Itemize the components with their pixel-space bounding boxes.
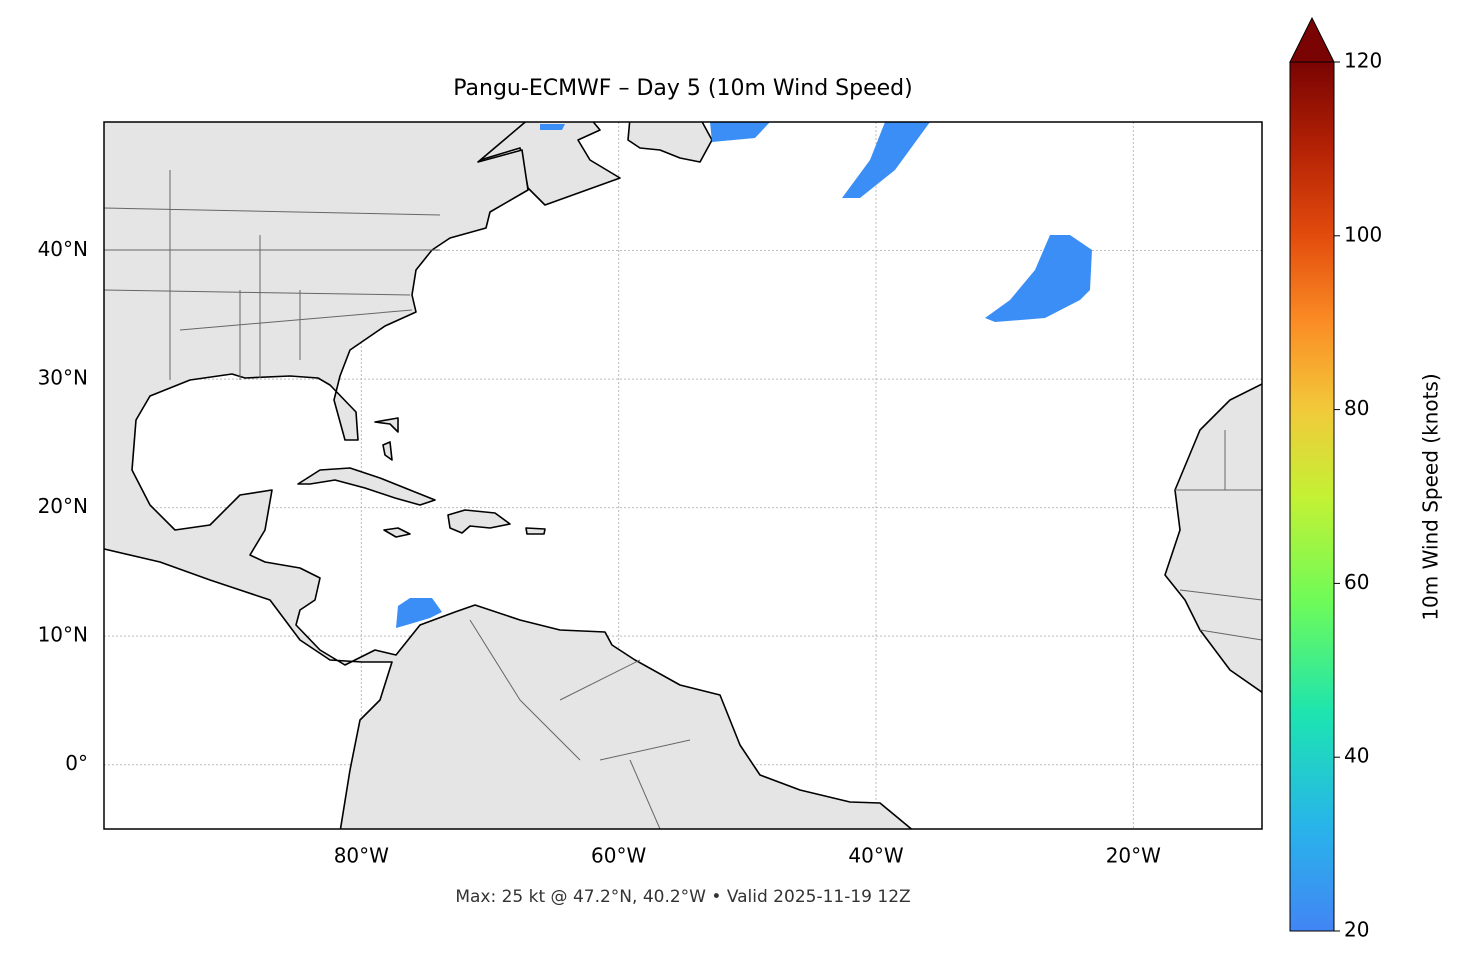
wind-patch	[396, 598, 442, 628]
footer-note: Max: 25 kt @ 47.2°N, 40.2°W • Valid 2025…	[455, 887, 910, 907]
x-tick-label: 40°W	[848, 844, 903, 868]
y-tick-label: 40°N	[38, 237, 88, 261]
colorbar-ramp	[1289, 61, 1335, 932]
x-tick-label: 20°W	[1106, 844, 1161, 868]
map-title: Pangu-ECMWF – Day 5 (10m Wind Speed)	[453, 76, 912, 101]
y-tick-label: 10°N	[38, 623, 88, 647]
ticks: 80°W 60°W 40°W 20°W 0° 10°N 20°N 30°N 40°N	[38, 237, 1162, 867]
colorbar-tick-label: 80	[1344, 396, 1369, 420]
wind-patch	[985, 235, 1092, 322]
x-tick-label: 80°W	[334, 844, 389, 868]
colorbar-tick-label: 60	[1344, 570, 1369, 594]
cuba	[297, 467, 436, 506]
colorbar-extend	[1289, 16, 1335, 63]
bahamas	[374, 417, 399, 461]
map-area	[104, 122, 1262, 829]
hispaniola	[447, 509, 511, 534]
borders	[104, 170, 1262, 829]
wind-patch	[842, 122, 930, 198]
africa	[1164, 383, 1262, 694]
colorbar-tick-label: 20	[1344, 918, 1369, 942]
x-tick-label: 60°W	[591, 844, 646, 868]
y-tick-label: 20°N	[38, 494, 88, 518]
wind-patch	[540, 124, 565, 130]
americas-mainland	[104, 122, 913, 829]
wind-patch	[710, 122, 770, 142]
colorbar-label: 10m Wind Speed (knots)	[1419, 373, 1443, 620]
puerto-rico	[525, 527, 546, 535]
y-tick-label: 0°	[65, 751, 88, 775]
colorbar: 20 40 60 80 100 120 10m Wind Speed (knots)	[1289, 16, 1443, 942]
colorbar-tick-label: 40	[1344, 744, 1369, 768]
map-frame	[103, 121, 1263, 830]
colorbar-tick-label: 100	[1344, 222, 1382, 246]
y-tick-label: 30°N	[38, 366, 88, 390]
newfoundland	[627, 122, 713, 163]
colorbar-tick-label: 120	[1344, 49, 1382, 73]
jamaica	[383, 527, 411, 538]
